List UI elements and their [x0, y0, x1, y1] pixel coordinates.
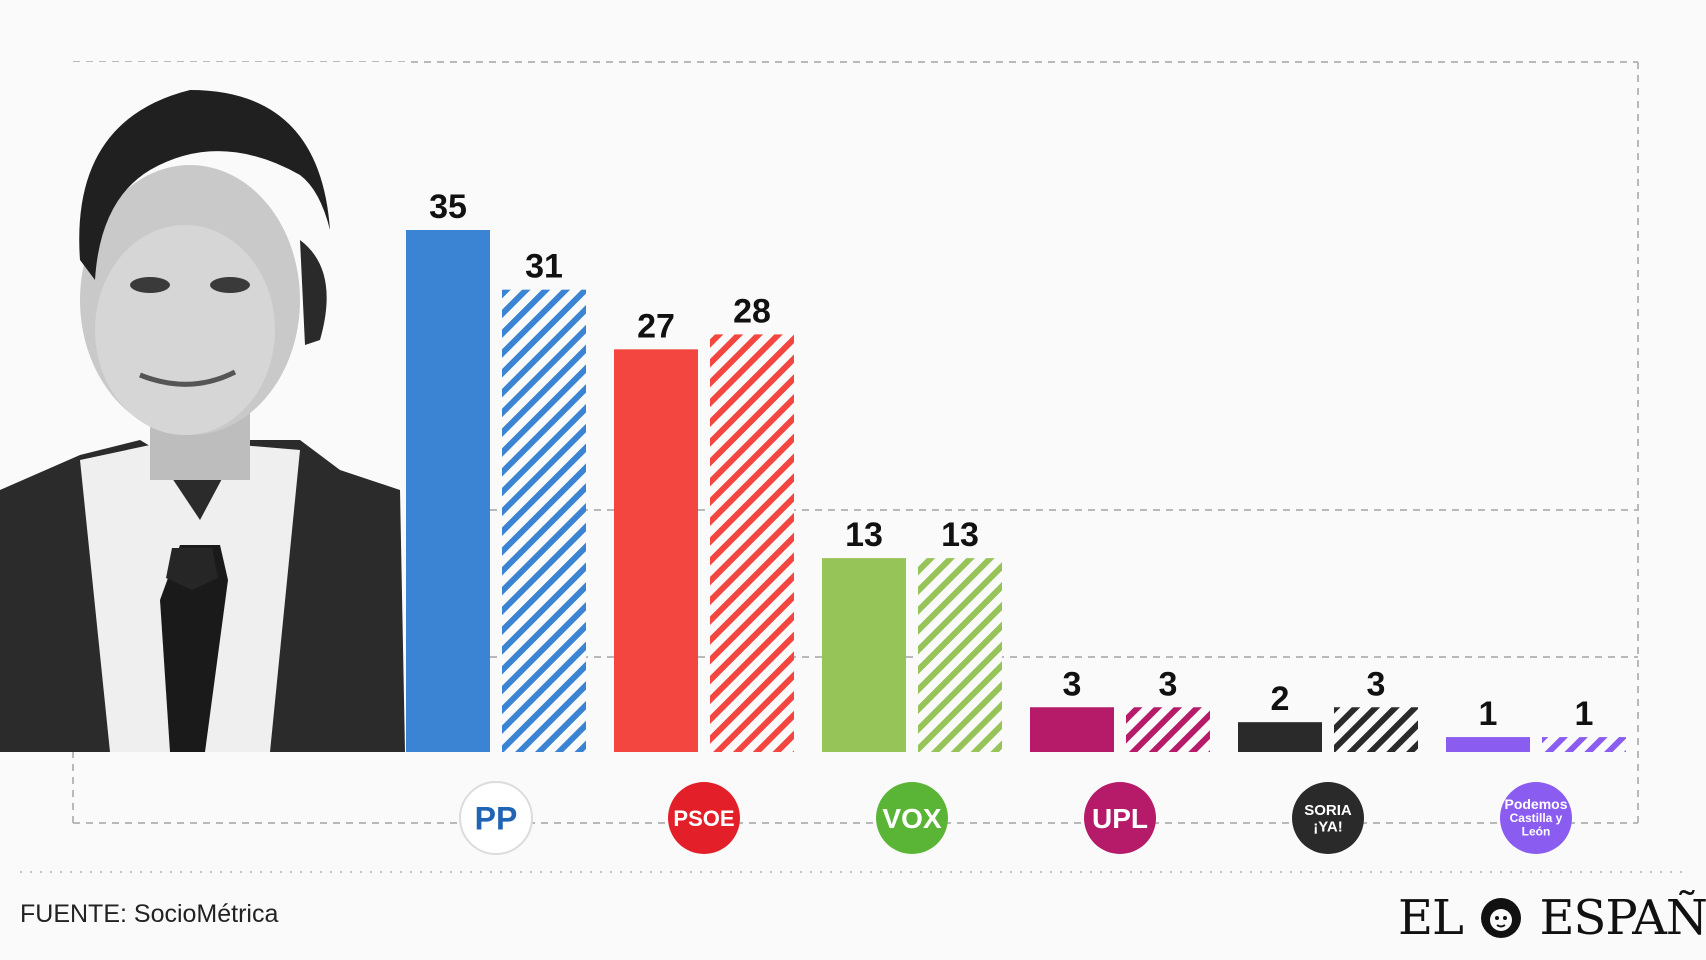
- value-label-hatched-0: 31: [525, 248, 563, 286]
- party-logo-text-1: PSOE: [673, 806, 734, 831]
- value-label-hatched-3: 3: [1159, 665, 1178, 703]
- value-label-solid-2: 13: [845, 516, 883, 554]
- party-logo-text-5-0: Podemos: [1504, 796, 1567, 812]
- bar-solid-5: [1446, 737, 1530, 752]
- value-label-solid-4: 2: [1271, 680, 1290, 718]
- party-logo-circle-3: [1084, 782, 1156, 854]
- bar-hatched-2: [918, 558, 1002, 752]
- bar-hatched-4: [1334, 707, 1418, 752]
- bar-hatched-0: [502, 289, 586, 752]
- party-logo-2: VOX: [876, 782, 948, 854]
- politician-portrait-icon: [0, 62, 405, 752]
- brand-word-right: ESPAÑOL: [1539, 890, 1706, 946]
- party-logo-4: SORIA¡YA!: [1292, 782, 1364, 854]
- bar-solid-4: [1238, 722, 1322, 752]
- bar-solid-0: [406, 230, 490, 752]
- party-logo-circle-4: [1292, 782, 1364, 854]
- bar-hatched-5: [1542, 737, 1626, 752]
- party-logo-3: UPL: [1084, 782, 1156, 854]
- bar-solid-1: [614, 349, 698, 752]
- value-label-hatched-4: 3: [1367, 665, 1386, 703]
- party-logo-0: PP: [459, 781, 533, 855]
- source-note: FUENTE: SocioMétrica: [20, 900, 279, 928]
- lion-icon: [1481, 898, 1522, 938]
- bar-hatched-1: [710, 334, 794, 752]
- value-label-hatched-5: 1: [1575, 695, 1594, 733]
- party-logo-text-4-1: ¡YA!: [1313, 819, 1342, 836]
- bar-hatched-3: [1126, 707, 1210, 752]
- value-label-hatched-1: 28: [733, 292, 771, 330]
- value-label-hatched-2: 13: [941, 516, 979, 554]
- party-logo-text-4-0: SORIA: [1304, 802, 1352, 819]
- bars-layer: [406, 230, 1626, 752]
- party-logo-text-2: VOX: [882, 803, 941, 834]
- party-logo-1: PSOE: [668, 782, 740, 854]
- value-label-solid-1: 27: [637, 307, 675, 345]
- party-logo-circle-0: [459, 781, 533, 855]
- brand-word-left: EL: [1398, 890, 1464, 946]
- bar-solid-3: [1030, 707, 1114, 752]
- party-logo-text-5-2: León: [1522, 824, 1551, 838]
- party-logo-circle-2: [876, 782, 948, 854]
- party-logo-circle-1: [668, 782, 740, 854]
- brand-logo: EL ESPAÑOL: [1398, 890, 1706, 946]
- bar-solid-2: [822, 558, 906, 752]
- party-logo-circle-5: [1500, 782, 1572, 854]
- value-label-solid-0: 35: [429, 188, 467, 226]
- value-label-solid-5: 1: [1479, 695, 1498, 733]
- party-logo-text-0: PP: [475, 801, 518, 837]
- party-logo-text-3: UPL: [1092, 803, 1148, 834]
- party-logo-text-5-1: Castilla y: [1510, 811, 1563, 825]
- value-label-solid-3: 3: [1063, 665, 1082, 703]
